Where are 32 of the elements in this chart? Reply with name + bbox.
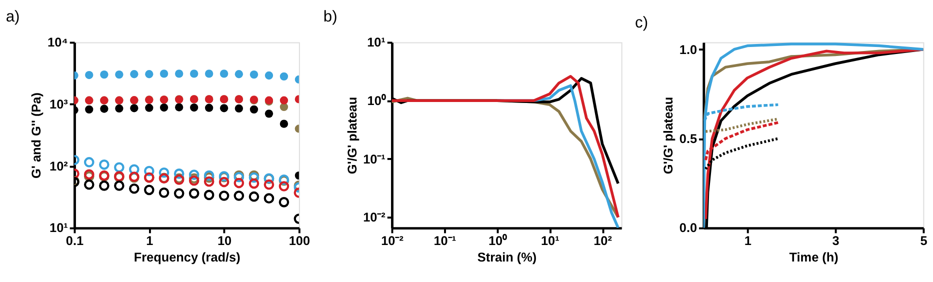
x-tick-label: 10¹ (540, 234, 560, 248)
x-tick-label: 10 (217, 234, 232, 248)
x-tick-label: 5 (920, 234, 928, 248)
y-axis-title: G' and G'' (Pa) (30, 92, 44, 178)
y-tick-label: 10⁻¹ (363, 152, 386, 166)
chart-title: a) (6, 8, 20, 26)
y-tick-label: 0.5 (679, 132, 698, 146)
x-tick-label: 1 (744, 234, 752, 248)
x-axis-title: Time (h) (789, 250, 838, 265)
x-tick-label: 1 (146, 234, 154, 248)
x-tick-label: 3 (832, 234, 840, 248)
y-axis-title: G'/G' plateau (662, 96, 676, 174)
y-axis-title: G'/G' plateau (345, 96, 360, 174)
x-tick-label: 0.1 (66, 234, 84, 248)
x-tick-label: 10² (594, 234, 612, 248)
x-tick-label: 10⁻¹ (434, 234, 456, 248)
y-tick-label: 10⁰ (367, 92, 386, 108)
y-tick-label: 10² (50, 159, 68, 174)
x-tick-label: 100 (288, 234, 310, 248)
y-tick-label: 10¹ (367, 36, 386, 50)
y-tick-label: 10⁻² (363, 210, 386, 225)
y-tick-label: 1.0 (679, 42, 698, 57)
y-tick-label: 10¹ (50, 221, 68, 236)
chart-title: c) (635, 14, 648, 32)
x-tick-label: 10⁻² (381, 234, 404, 248)
y-tick-label: 10⁴ (48, 36, 68, 50)
x-tick-label: 10⁰ (488, 232, 508, 248)
x-axis-title: Strain (%) (477, 250, 537, 265)
y-tick-label: 0.0 (679, 221, 698, 236)
chart-title: b) (323, 8, 338, 26)
x-axis-title: Frequency (rad/s) (134, 250, 240, 265)
y-tick-label: 10³ (50, 97, 68, 112)
